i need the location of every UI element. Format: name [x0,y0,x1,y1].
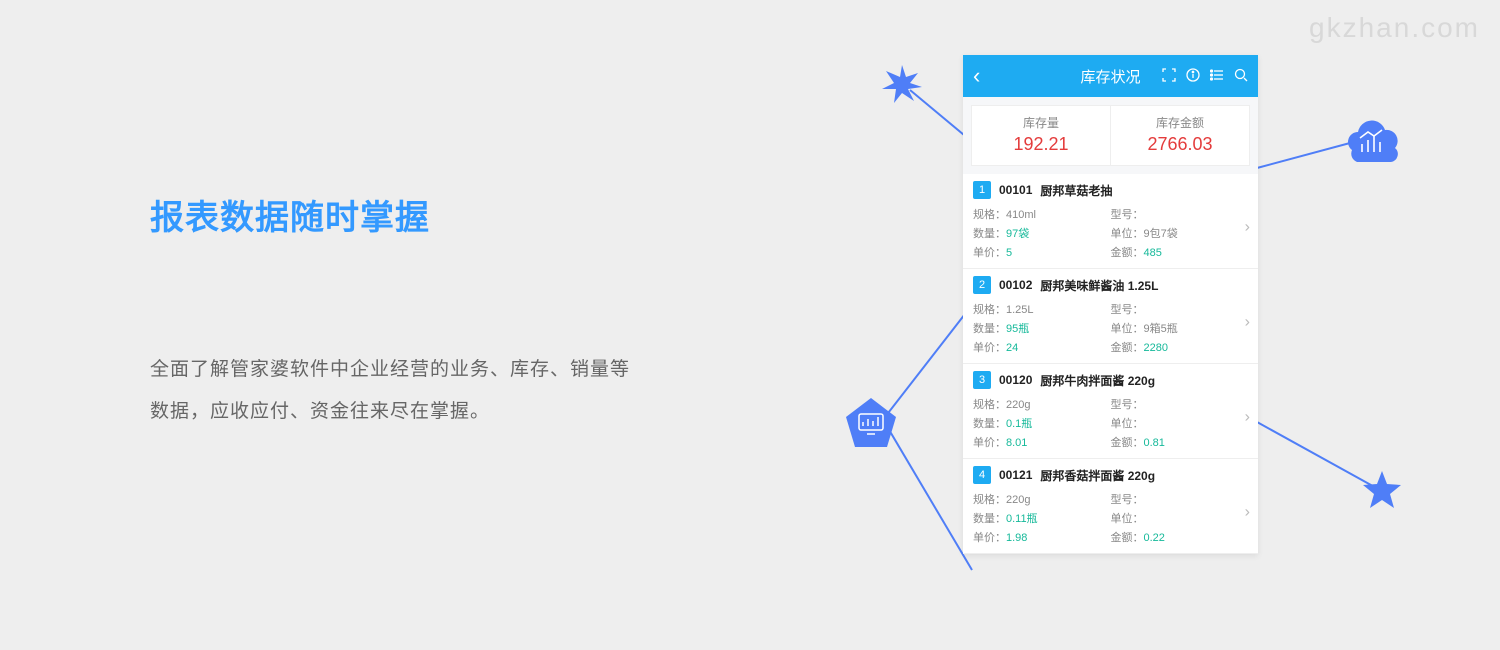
item-qty: 数量：0.1瓶 [973,415,1111,431]
item-unit: 单位： [1111,415,1249,431]
item-spec: 规格：220g [973,396,1111,412]
list-item[interactable]: 2 00102 厨邦美味鲜酱油 1.25L 规格：1.25L型号：数量：95瓶单位：9… [963,269,1258,364]
summary-qty[interactable]: 库存量 192.21 [972,106,1111,165]
item-qty: 数量：0.11瓶 [973,510,1111,526]
item-qty: 数量：97袋 [973,225,1111,241]
chevron-right-icon: › [1245,408,1250,426]
item-model: 型号： [1111,301,1249,317]
item-model: 型号： [1111,396,1249,412]
list-icon[interactable] [1210,68,1224,85]
item-number: 4 [973,466,991,484]
item-price: 单价：1.98 [973,529,1111,545]
info-icon[interactable] [1186,68,1200,85]
item-code: 00102 [999,278,1032,292]
item-amount: 金额：0.22 [1111,529,1249,545]
list-item[interactable]: 3 00120 厨邦牛肉拌面酱 220g 规格：220g型号：数量：0.1瓶单位：单价… [963,364,1258,459]
inventory-list: 100101厨邦草菇老抽规格：410ml型号：数量：97袋单位：9包7袋单价：5… [963,174,1258,554]
cloud-chart-icon [1340,118,1404,173]
star-icon [1360,468,1404,517]
chevron-right-icon: › [1245,503,1250,521]
item-unit: 单位： [1111,510,1249,526]
item-spec: 规格：1.25L [973,301,1111,317]
item-number: 1 [973,181,991,199]
item-unit: 单位：9箱5瓶 [1111,320,1249,336]
search-icon[interactable] [1234,68,1248,85]
summary-amount-label: 库存金额 [1111,114,1249,131]
item-model: 型号： [1111,491,1249,507]
summary-row: 库存量 192.21 库存金额 2766.03 [971,105,1250,166]
summary-amount[interactable]: 库存金额 2766.03 [1111,106,1249,165]
item-qty: 数量：95瓶 [973,320,1111,336]
phone-mockup: ‹ 库存状况 库存量 192.21 库存金额 2766.03 1 00101 [963,55,1258,554]
item-number: 2 [973,276,991,294]
scan-icon[interactable] [1162,68,1176,85]
item-code: 00101 [999,183,1032,197]
item-name: 厨邦美味鲜酱油 1.25L [1040,277,1158,294]
item-price: 单价：24 [973,339,1111,355]
monitor-pentagon-icon [843,395,899,456]
chevron-right-icon: › [1245,313,1250,331]
list-item[interactable]: 4 00121 厨邦香菇拌面酱 220g 规格：220g型号：数量：0.11瓶单位：单… [963,459,1258,554]
item-model: 型号： [1111,206,1249,222]
item-code: 00121 [999,468,1032,482]
item-name: 厨邦草菇老抽 [1040,182,1112,199]
item-code: 00120 [999,373,1032,387]
item-name: 厨邦牛肉拌面酱 220g [1040,372,1155,389]
item-price: 单价：5 [973,244,1111,260]
summary-qty-label: 库存量 [972,114,1110,131]
page-headline: 报表数据随时掌握 [150,190,630,239]
page-body-text: 全面了解管家婆软件中企业经营的业务、库存、销量等数据，应收应付、资金往来尽在掌握… [150,349,630,433]
burst-icon [880,63,924,112]
list-item[interactable]: 1 00101 厨邦草菇老抽规格：410ml型号：数量：97袋单位：9包7袋单价：5… [963,174,1258,269]
item-price: 单价：8.01 [973,434,1111,450]
item-unit: 单位：9包7袋 [1111,225,1249,241]
item-name: 厨邦香菇拌面酱 220g [1040,467,1155,484]
text-panel: 报表数据随时掌握 全面了解管家婆软件中企业经营的业务、库存、销量等数据，应收应付… [150,190,630,433]
item-amount: 金额：0.81 [1111,434,1249,450]
app-header: ‹ 库存状况 [963,55,1258,97]
item-number: 3 [973,371,991,389]
summary-amount-value: 2766.03 [1111,134,1249,155]
item-spec: 规格：220g [973,491,1111,507]
back-icon[interactable]: ‹ [973,63,980,89]
item-amount: 金额：485 [1111,244,1249,260]
item-spec: 规格：410ml [973,206,1111,222]
item-amount: 金额：2280 [1111,339,1249,355]
watermark-text: gkzhan.com [1309,12,1480,44]
chevron-right-icon: › [1245,218,1250,236]
summary-qty-value: 192.21 [972,134,1110,155]
